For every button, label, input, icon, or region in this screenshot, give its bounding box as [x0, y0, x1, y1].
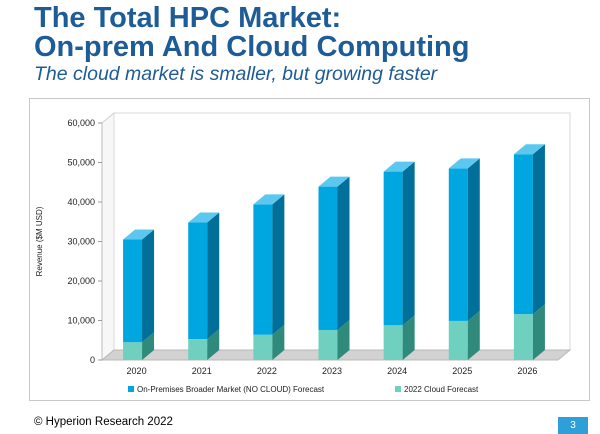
cloud-bar-side: [532, 304, 545, 360]
cloud-bar-side: [207, 329, 220, 360]
y-tick-label: 10,000: [67, 316, 95, 326]
stacked-bar-chart: 0 10,000 20,000 30,000 40,000 50,000 60,000 Rev…: [35, 111, 572, 394]
page-number-badge: 3: [558, 417, 588, 434]
slide-title-line-2: On-prem And Cloud Computing: [34, 31, 470, 63]
cloud-bar-side: [467, 310, 480, 360]
onprem-bar: [188, 222, 208, 340]
onprem-bar-side: [467, 158, 480, 321]
cloud-bar-side: [142, 332, 155, 360]
onprem-bar: [123, 239, 143, 343]
y-tick-label: 30,000: [67, 237, 95, 247]
onprem-bar: [253, 204, 273, 335]
cloud-bar: [513, 314, 533, 360]
slide-title: The Total HPC Market: On-prem And Cloud …: [34, 4, 594, 62]
x-tick-label: 2025: [452, 366, 472, 376]
onprem-bar-top: [188, 212, 220, 223]
y-tick-label: 40,000: [67, 197, 95, 207]
onprem-bar-top: [383, 161, 415, 172]
x-tick-label: 2021: [192, 366, 212, 376]
copyright-footer: © Hyperion Research 2022: [34, 416, 173, 428]
legend-label-cloud: 2022 Cloud Forecast: [404, 385, 479, 394]
side-wall: [101, 111, 115, 362]
y-tick-label: 0: [90, 355, 95, 365]
onprem-bar: [318, 186, 338, 330]
onprem-bar-top: [123, 229, 155, 240]
legend-swatch-cloud: [395, 386, 401, 392]
cloud-bar: [383, 325, 403, 360]
cloud-bar: [123, 342, 143, 360]
onprem-bar-top: [253, 194, 285, 205]
onprem-bar-side: [142, 229, 155, 343]
cloud-bar: [188, 339, 208, 360]
y-axis-title: Revenue ($M USD): [35, 206, 44, 276]
cloud-bar-side: [402, 315, 415, 360]
onprem-bar-side: [532, 144, 545, 315]
onprem-bar-side: [337, 176, 350, 330]
x-tick-label: 2023: [322, 366, 342, 376]
y-tick-label: 60,000: [67, 118, 95, 128]
x-tick-label: 2024: [387, 366, 407, 376]
onprem-bar-top: [448, 158, 480, 169]
onprem-bar-side: [272, 194, 285, 335]
cloud-bar-side: [272, 324, 285, 360]
onprem-bar-side: [207, 212, 220, 340]
cloud-bar: [448, 320, 468, 360]
chart-frame: 0 10,000 20,000 30,000 40,000 50,000 60,000 Rev…: [29, 98, 590, 401]
cloud-bar: [318, 329, 338, 360]
cloud-bar: [253, 334, 273, 360]
x-tick-label: 2026: [517, 366, 537, 376]
y-tick-label: 20,000: [67, 276, 95, 286]
x-tick-label: 2020: [127, 366, 147, 376]
onprem-bar-side: [402, 161, 415, 326]
onprem-bar: [448, 168, 468, 321]
onprem-bar: [383, 171, 403, 326]
y-tick-label: 50,000: [67, 158, 95, 168]
onprem-bar: [513, 154, 533, 315]
onprem-bar-top: [318, 176, 350, 187]
slide-title-line-1: The Total HPC Market:: [34, 2, 342, 34]
legend-label-onprem: On-Premises Broader Market (NO CLOUD) Fo…: [137, 385, 325, 394]
slide-subtitle: The cloud market is smaller, but growing…: [34, 63, 438, 85]
legend-swatch-onprem: [128, 386, 134, 392]
x-tick-label: 2022: [257, 366, 277, 376]
onprem-bar-top: [513, 144, 545, 155]
cloud-bar-side: [337, 319, 350, 360]
